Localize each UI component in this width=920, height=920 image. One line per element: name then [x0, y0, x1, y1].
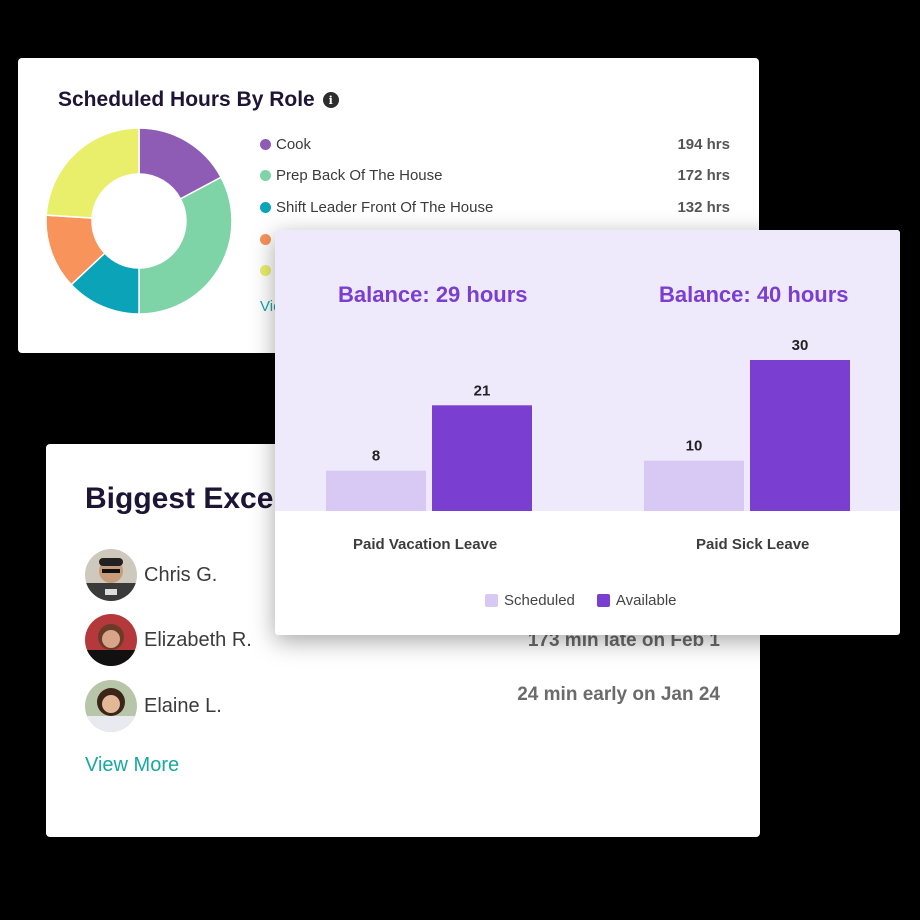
role-row-prep: Prep Back Of The House 172 hrs	[260, 165, 730, 187]
category-label: Paid Sick Leave	[696, 536, 810, 553]
scheduled-hours-title: Scheduled Hours By Role	[58, 88, 315, 111]
avatar	[85, 680, 137, 732]
role-row-4	[260, 229, 730, 251]
role-hours: 132 hrs	[677, 199, 730, 216]
bar-value-label: 21	[474, 382, 491, 399]
role-row-cook: Cook 194 hrs	[260, 134, 730, 156]
role-dot	[260, 234, 271, 245]
leave-balance-card: Balance: 29 hours Balance: 40 hours 8 21 1…	[275, 230, 900, 635]
chart-legend: Scheduled Available	[485, 592, 677, 609]
role-row-5	[260, 260, 730, 282]
role-dot	[260, 202, 271, 213]
legend-label: Scheduled	[504, 592, 575, 609]
view-more-link[interactable]: View More	[85, 754, 180, 776]
exceptions-title: Biggest Exce	[85, 482, 274, 515]
balance-label: Balance: 40 hours	[659, 282, 849, 307]
role-name: Prep Back Of The House	[276, 167, 443, 184]
legend-label: Available	[615, 592, 677, 609]
bar-available[interactable]	[750, 360, 850, 511]
balance-label: Balance: 29 hours	[338, 282, 528, 307]
role-hours: 194 hrs	[677, 136, 730, 153]
bar-scheduled[interactable]	[644, 460, 744, 511]
bar-scheduled[interactable]	[326, 470, 426, 511]
info-icon[interactable]: i	[322, 92, 339, 108]
donut-slice	[138, 176, 233, 315]
avatar	[85, 614, 137, 666]
leave-bar-chart: 8 21 10 30	[326, 337, 850, 511]
role-dot	[260, 139, 271, 150]
exception-status: 24 min early on Jan 24	[517, 684, 720, 705]
role-donut-chart	[45, 127, 233, 315]
exception-status: 173 min late on Feb 1	[527, 630, 720, 651]
role-name: Cook	[276, 136, 312, 153]
role-name: Shift Leader Front Of The House	[276, 199, 494, 216]
person-name: Elaine L.	[144, 695, 222, 717]
legend-swatch	[596, 594, 610, 607]
role-dot	[260, 265, 271, 276]
legend-item-scheduled[interactable]: Scheduled	[485, 592, 575, 609]
role-row-shift-leader: Shift Leader Front Of The House 132 hrs	[260, 197, 730, 219]
legend-swatch	[485, 594, 498, 607]
person-name: Chris G.	[144, 564, 218, 586]
role-hours: 172 hrs	[677, 167, 730, 184]
legend-item-available[interactable]: Available	[596, 592, 677, 609]
bar-available[interactable]	[432, 405, 532, 511]
card-title: Scheduled Hours By Role i	[58, 88, 339, 112]
bar-value-label: 10	[686, 438, 703, 455]
role-dot	[260, 170, 271, 181]
avatar	[85, 549, 137, 601]
category-label: Paid Vacation Leave	[353, 536, 498, 553]
person-name: Elizabeth R.	[144, 629, 252, 651]
bar-value-label: 8	[372, 448, 380, 465]
donut-slice	[45, 127, 140, 219]
bar-value-label: 30	[792, 337, 809, 354]
